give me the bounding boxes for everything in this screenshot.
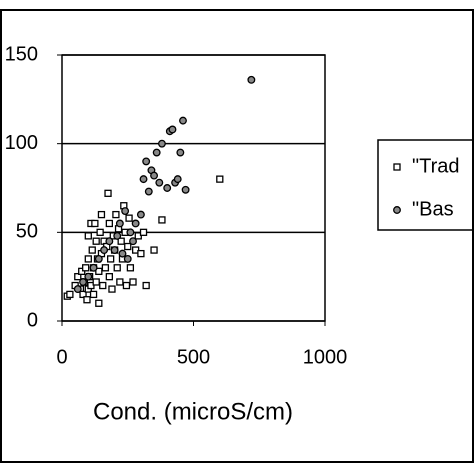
point — [155, 178, 164, 187]
point — [96, 228, 104, 236]
point — [142, 281, 150, 290]
point — [97, 210, 106, 219]
point — [126, 228, 135, 237]
point — [139, 228, 148, 236]
frame — [0, 9, 474, 463]
point — [142, 157, 151, 166]
point — [107, 255, 115, 263]
point — [116, 278, 124, 286]
point — [122, 281, 131, 290]
point — [113, 264, 121, 272]
point — [129, 237, 137, 246]
point — [158, 216, 166, 224]
point — [83, 296, 91, 304]
point — [152, 148, 161, 157]
point — [74, 273, 82, 281]
point — [105, 273, 113, 281]
point — [99, 281, 107, 290]
point — [144, 187, 153, 196]
point — [113, 231, 122, 240]
point — [94, 254, 103, 263]
x-tick-label: 1000 — [303, 346, 348, 368]
point — [66, 290, 74, 299]
point — [136, 210, 145, 219]
point — [181, 185, 190, 194]
point — [115, 219, 124, 228]
point — [168, 125, 177, 134]
point — [108, 285, 116, 293]
point — [88, 246, 96, 254]
point — [79, 290, 87, 299]
point — [92, 237, 100, 245]
point — [121, 207, 130, 216]
point — [163, 184, 172, 192]
y-tick-label: 150 — [5, 43, 38, 65]
point — [173, 175, 182, 184]
point — [105, 237, 114, 246]
point — [79, 278, 87, 286]
x-tick-label: 0 — [56, 346, 67, 368]
legend-label: "Bas — [412, 198, 454, 220]
point — [247, 75, 256, 84]
legend-marker — [393, 163, 401, 171]
point — [125, 214, 133, 222]
point — [150, 171, 158, 180]
legend-label: "Trad — [412, 155, 459, 177]
point — [112, 210, 120, 219]
point — [91, 219, 99, 228]
point — [117, 237, 125, 245]
point — [92, 278, 100, 286]
y-tick-label: 0 — [27, 309, 38, 331]
point — [105, 219, 113, 228]
point — [84, 255, 92, 263]
point — [118, 249, 127, 258]
point — [101, 264, 110, 272]
point — [110, 246, 119, 255]
point — [124, 242, 132, 251]
point — [137, 249, 145, 258]
point — [84, 272, 93, 281]
point — [129, 278, 137, 286]
y-tick-label: 100 — [5, 132, 38, 154]
x-tick-label: 500 — [177, 346, 210, 368]
point — [84, 232, 92, 240]
x-axis-label: Cond. (microS/cm) — [93, 398, 293, 425]
legend-marker — [393, 206, 401, 214]
point — [95, 299, 103, 307]
point — [176, 148, 185, 157]
point — [179, 116, 187, 125]
point — [131, 219, 140, 228]
point — [157, 139, 166, 148]
point — [123, 254, 132, 263]
point — [150, 246, 158, 254]
y-tick-label: 50 — [16, 221, 38, 243]
point — [82, 264, 90, 272]
point — [73, 285, 82, 294]
plot-area — [61, 54, 326, 322]
point — [89, 290, 98, 299]
point — [139, 175, 148, 184]
point — [89, 263, 98, 272]
point — [126, 264, 135, 272]
point — [104, 189, 112, 197]
legend-box — [377, 139, 474, 231]
point — [216, 175, 224, 183]
point — [100, 246, 109, 255]
